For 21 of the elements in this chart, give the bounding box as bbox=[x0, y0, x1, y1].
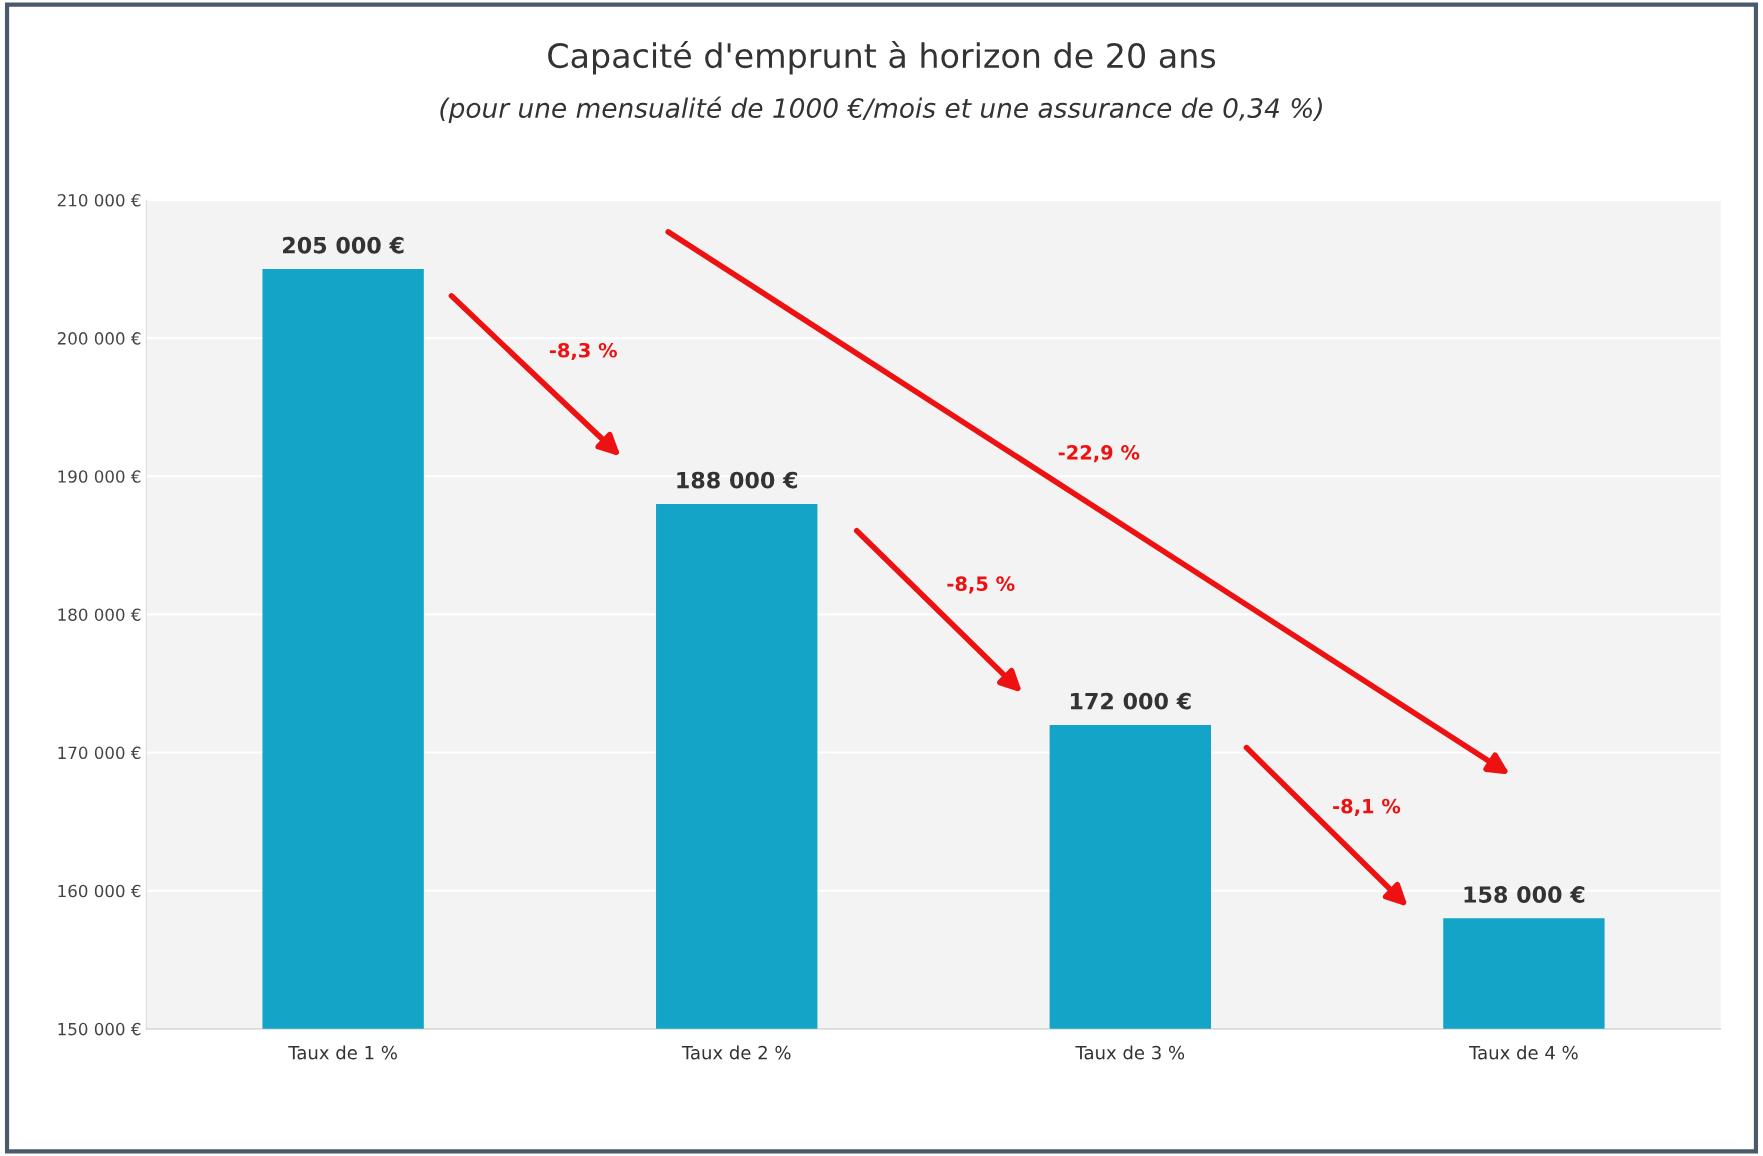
annotation: -8,5 % bbox=[947, 576, 1015, 594]
data-label: 172 000 € bbox=[1070, 692, 1191, 710]
data-label: 158 000 € bbox=[1464, 886, 1585, 903]
chart-title: Capacité d'emprunt à horizon de 20 ans bbox=[548, 41, 1216, 75]
y-tick-label: 190 000 € bbox=[58, 470, 141, 483]
y-tick-label: 170 000 € bbox=[58, 746, 141, 760]
data-label: 205 000 € bbox=[283, 236, 404, 254]
annotation: -8,3 % bbox=[549, 342, 617, 361]
y-tick-label: 160 000 € bbox=[58, 884, 141, 898]
annotation: -8,1 % bbox=[1333, 798, 1401, 816]
y-tick-label: 200 000 € bbox=[57, 332, 141, 345]
data-label: 188 000 € bbox=[677, 471, 798, 489]
x-tick-label: Taux de 1 % bbox=[288, 1045, 397, 1060]
x-tick-label: Taux de 4 % bbox=[1469, 1045, 1578, 1060]
chart-subtitle: (pour une mensualité de 1000 €/mois et une assurance de 0,34 %) bbox=[440, 96, 1322, 124]
y-tick-label: 150 000 € bbox=[58, 1022, 141, 1036]
y-tick-label: 180 000 € bbox=[58, 608, 141, 621]
y-tick-label: 210 000 € bbox=[57, 193, 141, 207]
x-tick-label: Taux de 3 % bbox=[1075, 1045, 1185, 1060]
annotation: -22,9 % bbox=[1058, 445, 1140, 463]
x-tick-label: Taux de 2 % bbox=[681, 1045, 791, 1060]
